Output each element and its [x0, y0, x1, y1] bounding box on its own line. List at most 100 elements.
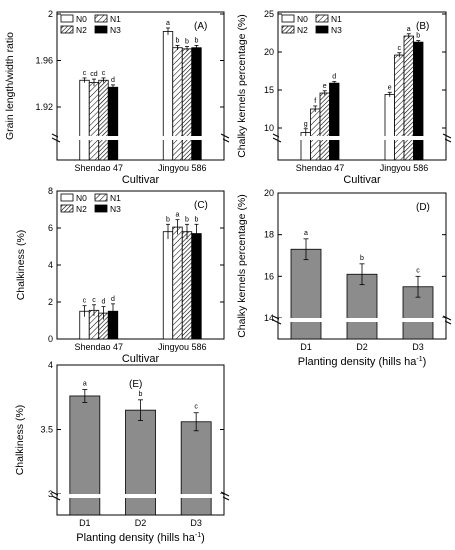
significance-letter: b: [195, 37, 199, 44]
y-tick-label: 10: [264, 123, 274, 133]
axis-break-gap: [58, 494, 223, 498]
legend-label: N1: [110, 14, 121, 24]
legend-label: N2: [76, 204, 87, 214]
bar: [403, 35, 414, 161]
x-tick-label: Jingyou 586: [158, 163, 207, 173]
legend-swatch: [315, 25, 329, 34]
x-tick-label: Shendao 47: [74, 163, 123, 173]
axis-break-mark: [442, 315, 452, 321]
axis-break-mark: [51, 137, 61, 143]
legend-swatch: [60, 204, 74, 213]
x-tick-label: D2: [356, 342, 368, 352]
bar: [290, 248, 322, 340]
bar: [191, 47, 202, 161]
bar: [162, 231, 174, 340]
y-axis-label: Chalky kernels percentage (%): [236, 14, 248, 158]
legend-swatch: [94, 14, 108, 23]
bar: [191, 233, 202, 340]
significance-letter: b: [166, 216, 170, 223]
significance-letter: a: [407, 26, 411, 33]
significance-letter: c: [194, 404, 198, 411]
y-tick-label: 4: [48, 360, 53, 370]
axis-break-mark: [220, 133, 230, 139]
bar: [162, 31, 174, 161]
significance-letter: c: [398, 45, 402, 52]
x-axis-label-superscript: -1: [416, 356, 422, 363]
significance-letter: d: [102, 299, 106, 306]
x-axis-label: Planting density (hills ha-1): [76, 532, 205, 544]
bar: [181, 231, 193, 340]
panel-label: (D): [416, 202, 430, 213]
significance-letter: c: [92, 297, 96, 304]
bar: [107, 86, 119, 161]
y-tick-label: 20: [264, 47, 274, 57]
y-axis-label: Chalkiness (%): [14, 405, 26, 476]
y-tick-label: 1.96: [35, 56, 53, 66]
significance-letter: e: [323, 83, 327, 90]
y-tick-label: 0: [48, 334, 53, 344]
legend-label: N2: [297, 25, 308, 35]
y-tick-label: 1.92: [35, 102, 53, 112]
panel-label: (B): [416, 21, 429, 32]
legend-label: N0: [297, 14, 308, 24]
axis-break-gap: [279, 136, 445, 140]
bar: [180, 421, 212, 516]
y-tick-label: 4: [48, 260, 53, 270]
significance-letter: d: [332, 74, 336, 81]
significance-letter: c: [83, 298, 87, 305]
bar: [79, 79, 90, 161]
axis-break-mark: [272, 137, 282, 143]
bar: [172, 47, 183, 161]
legend-label: N0: [76, 14, 87, 24]
x-tick-label: D3: [190, 518, 202, 528]
y-tick-label: 2: [48, 297, 53, 307]
axis-break-gap: [58, 136, 223, 140]
y-tick-label: 16: [264, 271, 274, 281]
bar: [384, 94, 395, 161]
legend-swatch: [60, 14, 74, 23]
legend-swatch: [94, 204, 108, 213]
bar: [310, 108, 321, 161]
chart-panel-4: 14 16 18 20 a D1 b D2 c D3 (D) Planting density (hi…: [236, 188, 452, 368]
significance-letter: b: [185, 39, 189, 46]
axis-break-gap: [279, 318, 445, 322]
legend-label: N3: [331, 25, 342, 35]
significance-letter: b: [416, 33, 420, 40]
legend-swatch: [281, 14, 295, 23]
bar: [319, 92, 330, 161]
significance-letter: a: [166, 20, 170, 27]
legend-swatch: [281, 25, 295, 34]
x-tick-label: Shendao 47: [296, 163, 345, 173]
x-axis-label-tail: ): [201, 532, 205, 544]
y-tick-label: 15: [264, 85, 274, 95]
significance-letter: a: [304, 230, 308, 237]
axis-break-mark: [51, 495, 61, 501]
y-tick-label: 18: [264, 230, 274, 240]
significance-letter: c: [83, 70, 87, 77]
significance-letter: d: [111, 77, 115, 84]
significance-letter: b: [360, 255, 364, 262]
bar: [181, 48, 193, 161]
x-tick-label: Jingyou 586: [158, 342, 207, 352]
plot-frame: [56, 11, 225, 161]
y-tick-label: 8: [48, 186, 53, 196]
y-tick-label: 2: [48, 9, 53, 19]
x-axis-label: Cultivar: [122, 353, 160, 365]
y-tick-label: 6: [48, 223, 53, 233]
bar: [413, 41, 424, 161]
significance-letter: a: [176, 212, 180, 219]
panel-label: (E): [129, 379, 142, 390]
y-tick-label: 3.5: [40, 425, 53, 435]
legend-label: N3: [110, 204, 121, 214]
x-axis-label-superscript: -1: [195, 532, 201, 539]
bar: [98, 79, 109, 161]
legend-swatch: [60, 25, 74, 34]
x-tick-label: D1: [79, 518, 91, 528]
significance-letter: e: [388, 84, 392, 91]
y-axis-label: Grain length/width ratio: [4, 32, 16, 140]
significance-letter: g: [304, 121, 308, 128]
significance-letter: d: [111, 296, 115, 303]
